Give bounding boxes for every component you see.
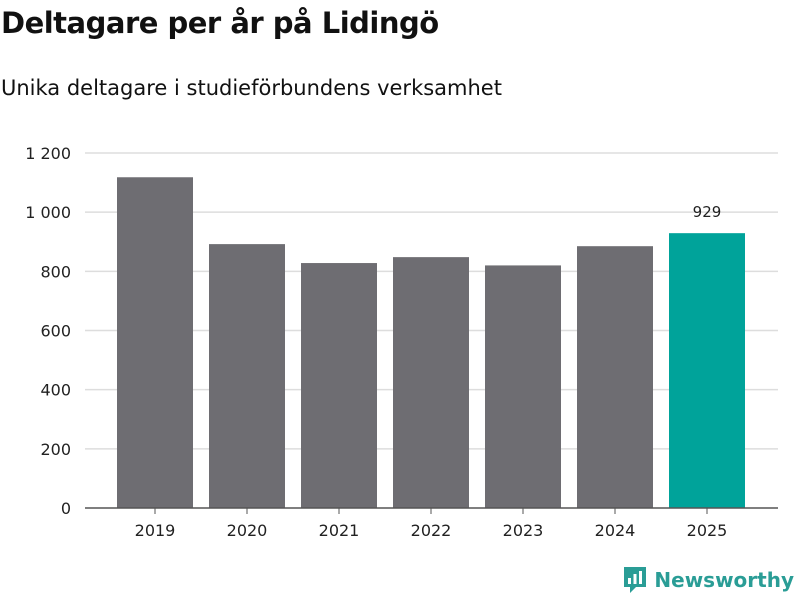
y-tick-label: 800	[40, 262, 71, 281]
y-tick-label: 1 200	[25, 144, 71, 163]
y-axis-ticks: 0 200 400 600 800 1 000 1 200	[25, 144, 71, 518]
x-tick-label: 2021	[319, 521, 360, 540]
x-tick-label: 2020	[227, 521, 268, 540]
y-tick-label: 400	[40, 381, 71, 400]
y-tick-label: 1 000	[25, 203, 71, 222]
bar-2023	[485, 265, 561, 508]
data-label: 929	[693, 203, 722, 221]
bar-2020	[209, 244, 285, 508]
bar-2025	[669, 233, 745, 508]
chart-subtitle: Unika deltagare i studieförbundens verks…	[1, 76, 502, 100]
y-tick-label: 0	[61, 499, 71, 518]
brand-logo: Newsworthy	[622, 566, 794, 594]
bar-2024	[577, 246, 653, 508]
bar-2021	[301, 263, 377, 508]
y-tick-label: 200	[40, 440, 71, 459]
x-axis-ticks: 2019 2020 2021 2022 2023 2024 2025	[135, 508, 728, 540]
bar-2019	[117, 177, 193, 508]
y-tick-label: 600	[40, 322, 71, 341]
brand-name: Newsworthy	[654, 568, 794, 592]
x-tick-label: 2025	[687, 521, 728, 540]
bar-2022	[393, 257, 469, 508]
x-tick-label: 2024	[595, 521, 636, 540]
data-labels: 929	[693, 203, 722, 221]
chart-title: Deltagare per år på Lidingö	[1, 6, 439, 40]
x-tick-label: 2022	[411, 521, 452, 540]
bars	[117, 177, 745, 508]
x-tick-label: 2023	[503, 521, 544, 540]
newsworthy-logo-icon	[624, 567, 647, 593]
x-tick-label: 2019	[135, 521, 176, 540]
